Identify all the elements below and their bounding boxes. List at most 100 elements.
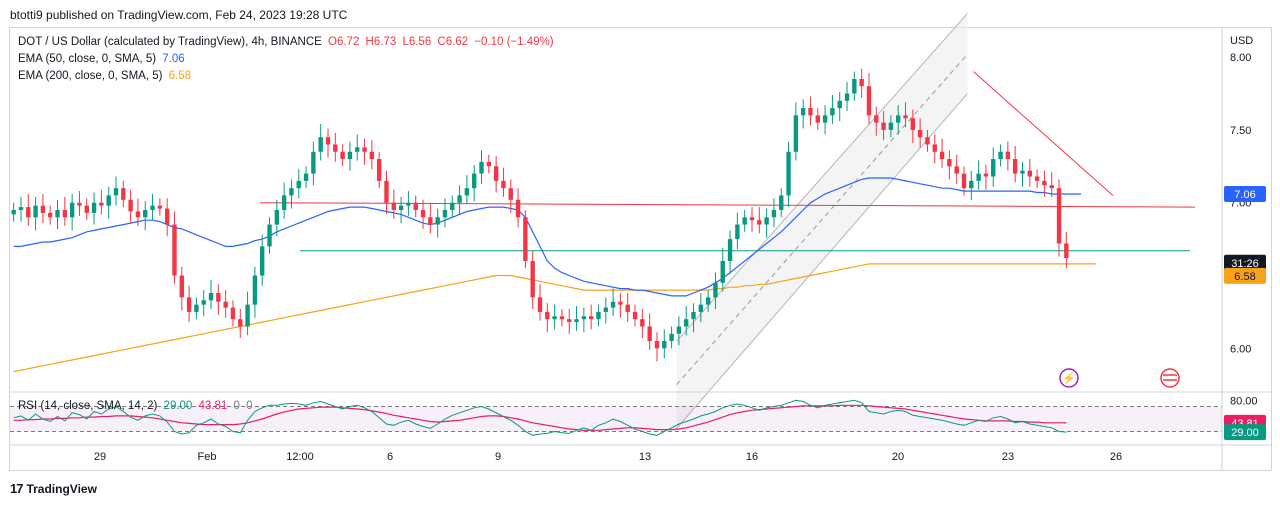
price-tag-label: 31:26 <box>1231 258 1259 270</box>
candle-body <box>552 316 557 320</box>
candle-body <box>33 205 38 218</box>
candle-body <box>508 188 513 200</box>
candle-body <box>852 78 857 94</box>
candle-body <box>1012 159 1018 174</box>
channel-mid-line <box>676 53 968 386</box>
legend-ema50-value: 7.06 <box>162 53 185 65</box>
candle-body <box>398 205 404 210</box>
candle-body <box>925 137 930 145</box>
candle-body <box>654 341 660 349</box>
candle-body <box>581 316 587 320</box>
candle-body <box>574 319 579 323</box>
rsi-band <box>10 406 1222 432</box>
candle-body <box>289 188 294 196</box>
legend-rsi-value2: 43.81 <box>198 400 228 412</box>
candle-body <box>450 202 455 210</box>
candle-body <box>859 78 864 87</box>
candle-body <box>435 217 440 225</box>
candle-body <box>128 199 133 212</box>
candles-layer <box>11 68 1069 362</box>
candle-body <box>523 217 528 261</box>
candle-body <box>815 115 820 123</box>
candle-body <box>296 180 301 189</box>
legend-rsi-label: RSI (14, close, SMA, 14, 2) <box>18 400 158 412</box>
time-tick-label: 26 <box>1110 451 1122 463</box>
price-tick-label: 7.50 <box>1230 125 1251 137</box>
candle-body <box>362 147 367 152</box>
candle-body <box>691 311 696 320</box>
candle-body <box>764 217 769 225</box>
candle-body <box>515 199 521 218</box>
legend-open: O6.72 <box>328 36 360 48</box>
time-tick-label: 6 <box>387 451 393 463</box>
legend-close: C6.62 <box>437 36 469 48</box>
candle-body <box>837 100 842 109</box>
candle-body <box>457 195 462 203</box>
price-tag <box>1224 254 1266 271</box>
candle-body <box>376 159 382 181</box>
price-tick-label: 6.00 <box>1230 343 1251 355</box>
time-tick-label: 23 <box>1002 451 1014 463</box>
rsi-layer <box>10 399 1222 436</box>
legend-change: −0.10 (−1.49%) <box>474 36 554 48</box>
tradingview-logo-icon: 17 <box>10 481 24 496</box>
price-tag <box>1224 185 1266 202</box>
candle-body <box>822 115 828 123</box>
candle-body <box>179 275 184 298</box>
candle-body <box>567 319 572 323</box>
tradingview-logo[interactable]: 17 TradingView <box>10 481 97 496</box>
channel-upper-line <box>676 13 968 342</box>
candle-body <box>932 144 937 152</box>
candle-body <box>62 210 68 218</box>
candle-body <box>720 260 725 283</box>
rsi-tag-label: 29.00 <box>1231 427 1259 439</box>
candle-body <box>55 210 60 218</box>
candle-body <box>903 115 908 119</box>
tradingview-brand-text: TradingView <box>26 482 97 496</box>
candle-body <box>216 292 221 302</box>
candle-body <box>11 210 16 215</box>
candle-body <box>501 180 506 189</box>
candle-body <box>252 275 258 305</box>
lightning-glyph: ⚡ <box>1062 372 1076 385</box>
time-tick-label: Feb <box>198 451 217 463</box>
ema-layer <box>13 177 1096 373</box>
candle-body <box>84 205 89 213</box>
candle-body <box>939 151 945 160</box>
rsi-ma-line <box>13 404 1067 431</box>
candle-body <box>888 122 894 130</box>
candle-body <box>384 180 389 203</box>
candle-body <box>333 144 338 152</box>
candle-body <box>998 151 1003 160</box>
candle-body <box>983 173 989 177</box>
candle-body <box>1005 151 1011 160</box>
candle-body <box>976 173 981 181</box>
candle-body <box>727 239 733 261</box>
candle-body <box>428 217 433 225</box>
candle-body <box>135 211 141 218</box>
candle-body <box>786 151 791 196</box>
candle-body <box>121 188 126 200</box>
candle-body <box>625 304 630 312</box>
legend-rsi-value3: 0 <box>233 400 240 412</box>
candle-body <box>340 151 345 160</box>
time-tick-label: 13 <box>639 451 651 463</box>
candle-body <box>808 108 813 116</box>
candle-body <box>896 115 901 123</box>
candle-body <box>632 311 638 320</box>
candle-body <box>588 316 594 320</box>
candle-body <box>143 210 148 218</box>
candle-body <box>749 217 755 221</box>
candle-body <box>230 307 236 320</box>
candle-body <box>369 151 375 160</box>
downtrend-line <box>973 71 1114 196</box>
chart-frame <box>9 27 1272 471</box>
candle-body <box>281 195 287 210</box>
candle-body <box>355 147 360 152</box>
candle-body <box>208 292 214 301</box>
time-tick-label: 29 <box>94 451 106 463</box>
legend-ema50-label: EMA (50, close, 0, SMA, 5) <box>18 53 157 65</box>
candle-body <box>238 319 243 327</box>
price-tick-label: 8.00 <box>1230 52 1251 64</box>
